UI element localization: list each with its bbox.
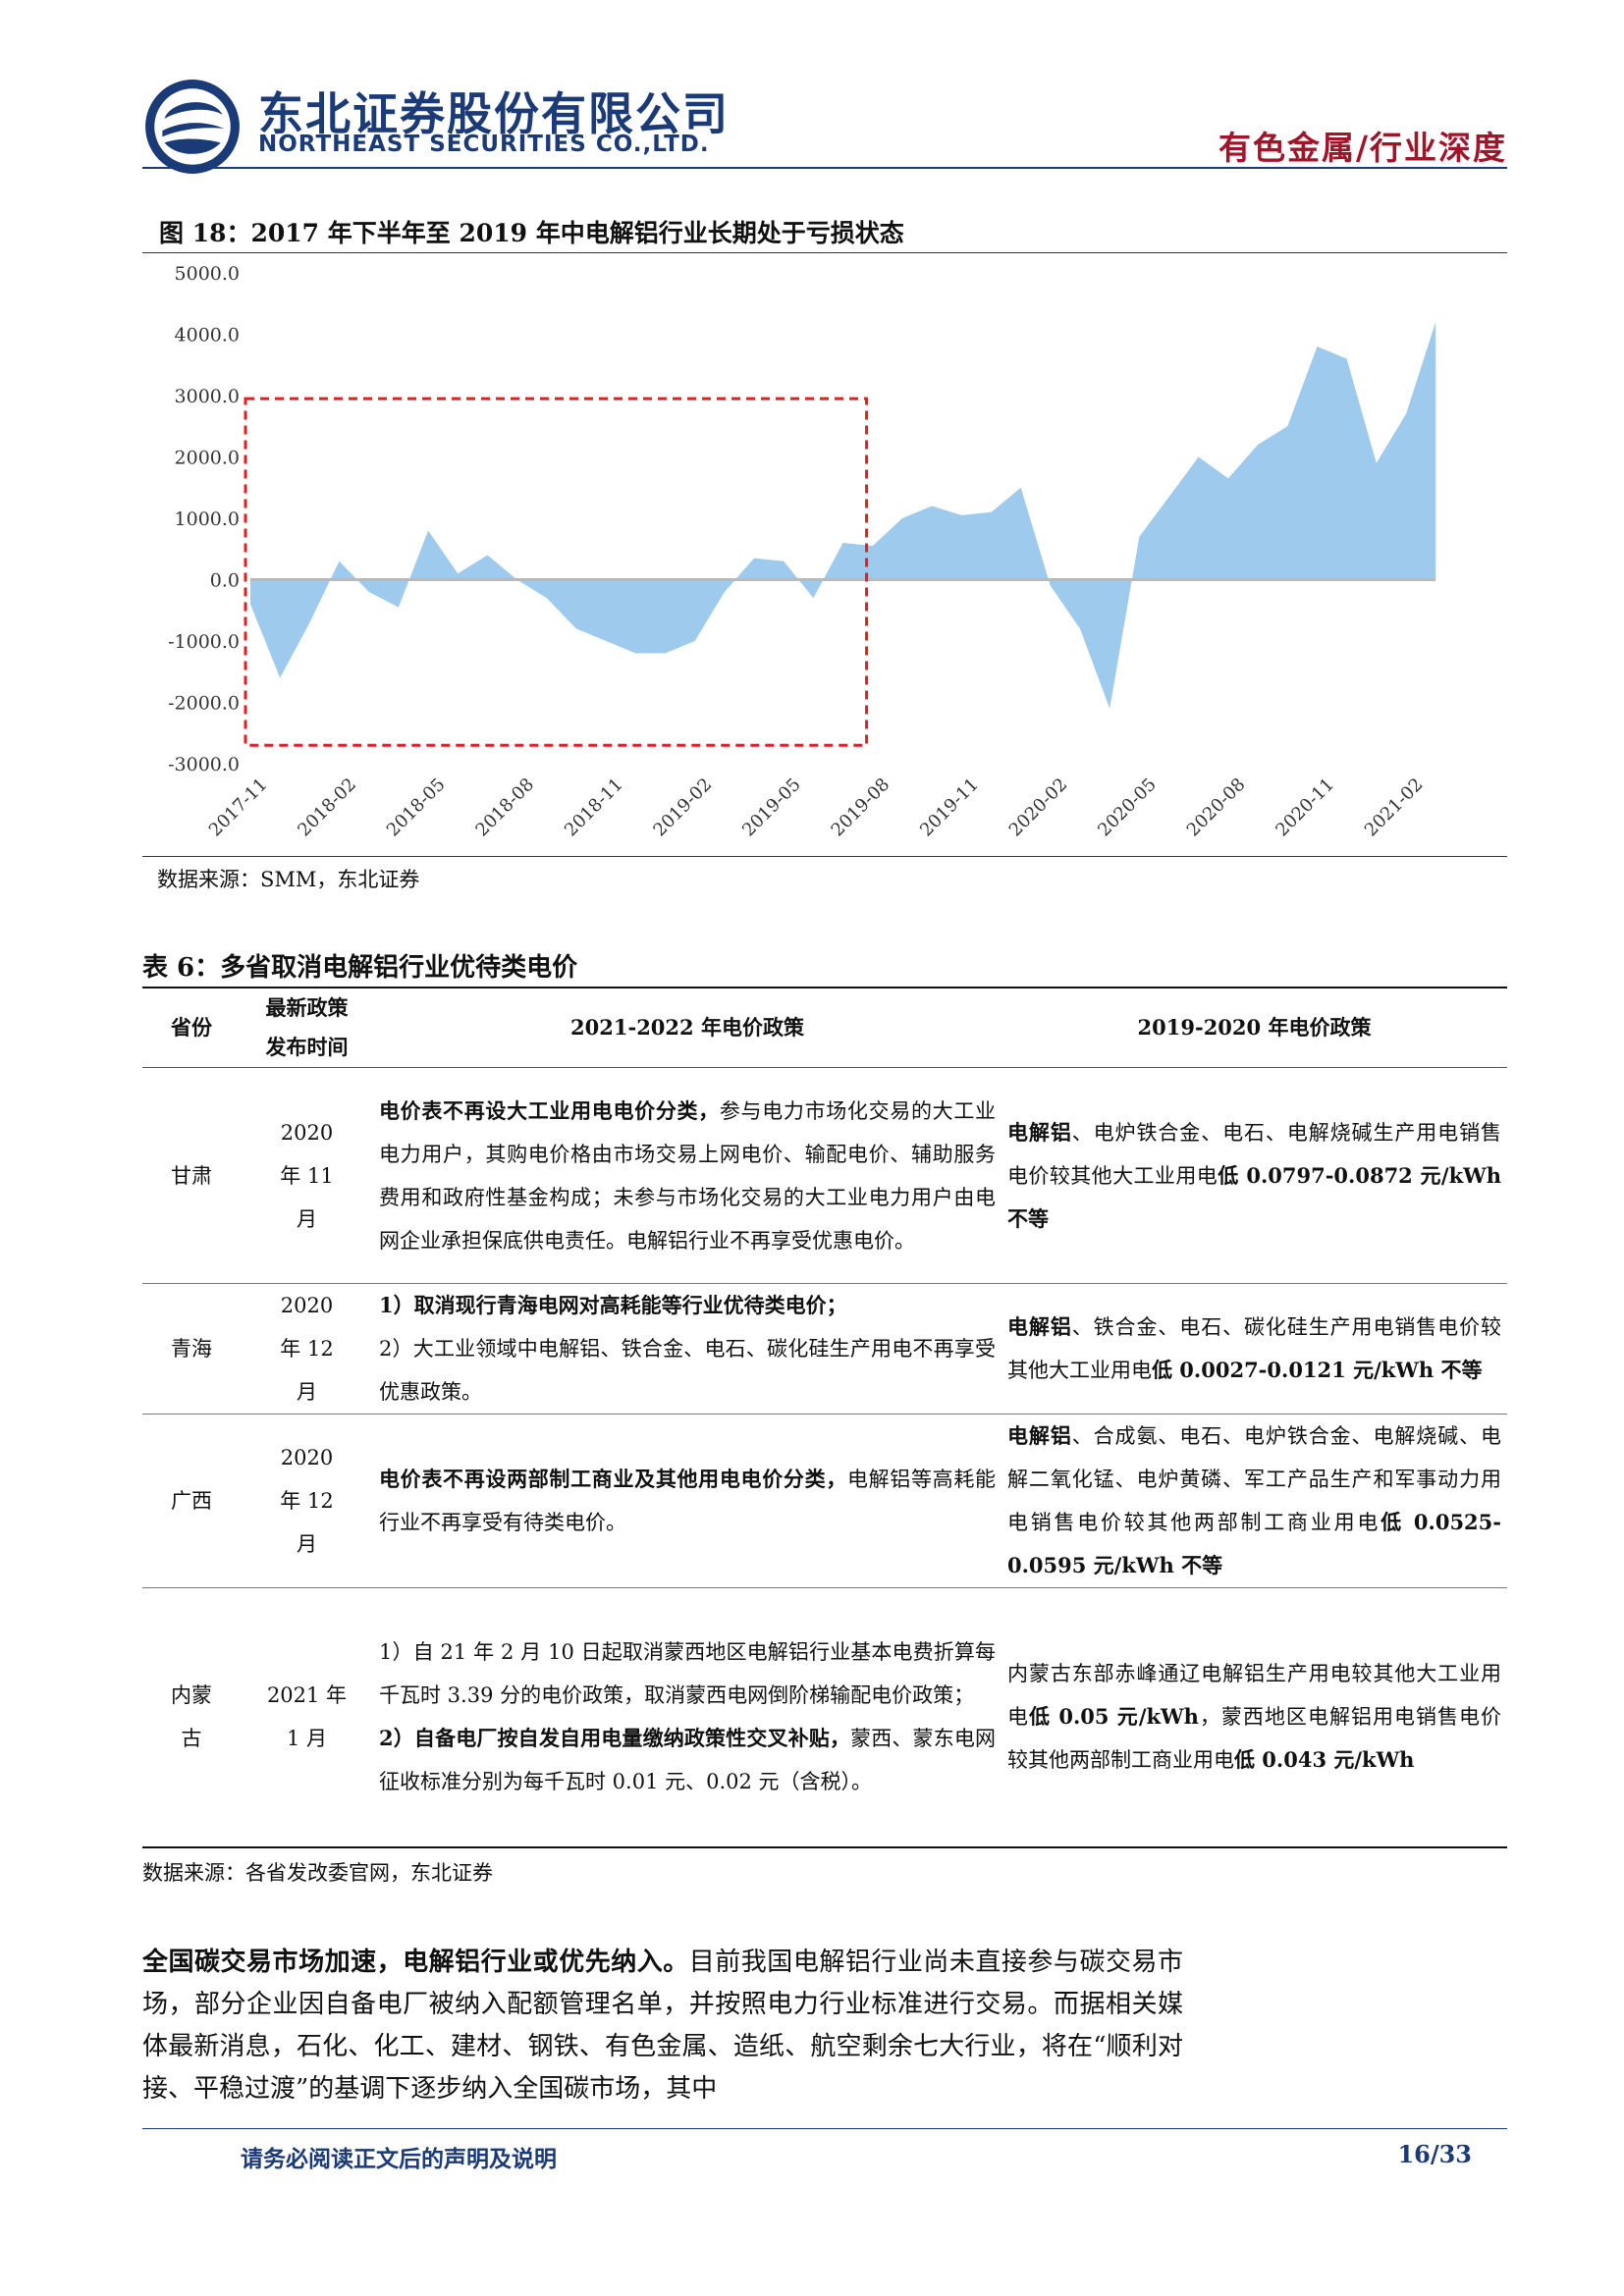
date-cell: 2020 年 12 月	[241, 1414, 373, 1588]
loss-period-box	[244, 397, 869, 747]
policy-bold: 低 0.0797-0.0872 元/kWh 不等	[1007, 1162, 1502, 1231]
figure-title: 图 18：2017 年下半年至 2019 年中电解铝行业长期处于亏损状态	[159, 219, 904, 247]
x-tick-label: 2018-02	[294, 774, 360, 841]
company-name-en: NORTHEAST SECURITIES CO.,LTD.	[258, 132, 710, 157]
x-tick-label: 2018-08	[471, 774, 538, 841]
y-tick-label: 1000.0	[175, 508, 240, 530]
y-tick-label: 0.0	[210, 570, 240, 592]
policy-2019-cell: 内蒙古东部赤峰通辽电解铝生产用电较其他大工业用电低 0.05 元/kWh，蒙西地…	[1001, 1587, 1507, 1848]
policy-bold: 1）取消现行青海电网对高耗能等行业优待类电价；	[379, 1293, 847, 1317]
x-tick-label: 2020-11	[1272, 774, 1338, 841]
policy-text: 内蒙古东部赤峰通辽电解铝生产用电较其他大工业用电	[1007, 1662, 1501, 1730]
policy-text: 2）大工业领域中电解铝、铁合金、电石、碳化硅生产用电不再享受优惠政策。	[379, 1337, 996, 1404]
policy-table: 省份 最新政策发布时间 2021-2022 年电价政策 2019-2020 年电…	[142, 987, 1507, 1848]
policy-bold: 电价表不再设两部制工商业及其他用电电价分类，	[379, 1467, 847, 1491]
policy-text: 参与电力市场化交易的大工业电力用户，其购电价格由市场交易上网电价、输配电价、辅助…	[379, 1098, 997, 1253]
policy-2019-cell: 电解铝、合成氨、电石、电炉铁合金、电解烧碱、电解二氧化锰、电炉黄磷、军工产品生产…	[1001, 1414, 1507, 1588]
table-row: 甘肃 2020 年 11 月 电价表不再设大工业用电电价分类，参与电力市场化交易…	[142, 1067, 1507, 1284]
province-cell: 广西	[142, 1414, 241, 1588]
section-label: 有色金属/行业深度	[1218, 129, 1507, 167]
policy-2021-cell: 1）取消现行青海电网对高耗能等行业优待类电价； 2）大工业领域中电解铝、铁合金、电…	[373, 1283, 1001, 1415]
x-tick-label: 2019-11	[916, 774, 983, 841]
x-tick-label: 2020-08	[1183, 774, 1250, 841]
figure-bottom-rule	[142, 856, 1507, 857]
date-cell: 2020 年 12 月	[241, 1283, 373, 1415]
footer-divider	[142, 2128, 1507, 2129]
policy-text: 电解铝等高耗能行业不再享受有待类电价。	[379, 1468, 997, 1534]
header-policy-2019: 2019-2020 年电价政策	[1001, 987, 1507, 1068]
province-cell: 甘肃	[142, 1067, 241, 1284]
table-source: 数据来源：各省发改委官网，东北证券	[142, 1861, 493, 1885]
y-tick-label: 2000.0	[175, 448, 240, 469]
y-tick-label: -3000.0	[168, 754, 240, 775]
company-logo-icon	[145, 80, 240, 174]
policy-bold: 低 0.05 元/kWh	[1029, 1704, 1199, 1730]
policy-2019-cell: 电解铝、电炉铁合金、电石、电解烧碱生产用电销售电价较其他大工业用电低 0.079…	[1001, 1067, 1507, 1284]
page-number: 16/33	[1397, 2140, 1472, 2168]
y-tick-label: -1000.0	[168, 631, 240, 653]
x-tick-label: 2018-11	[561, 774, 627, 841]
policy-bold: 电解铝	[1007, 1314, 1072, 1339]
x-tick-label: 2018-05	[383, 774, 450, 841]
y-tick-label: -2000.0	[168, 693, 240, 715]
policy-2019-cell: 电解铝、铁合金、电石、碳化硅生产用电销售电价较其他大工业用电低 0.0027-0…	[1001, 1283, 1507, 1415]
figure-top-rule	[142, 252, 1507, 253]
footer-disclaimer: 请务必阅读正文后的声明及说明	[241, 2147, 557, 2172]
policy-text: 、铁合金、电石、碳化硅生产用电销售电价较其他大工业用电	[1007, 1315, 1502, 1382]
policy-text: ，蒙西地区电解铝用电销售电价较其他两部制工商业用电	[1007, 1705, 1502, 1773]
profit-chart: 5000.0 4000.0 3000.0 2000.0 1000.0 0.0 -1000.0…	[168, 263, 1436, 841]
y-tick-label: 5000.0	[175, 263, 240, 285]
x-tick-label: 2020-02	[1005, 774, 1072, 841]
table-row: 青海 2020 年 12 月 1）取消现行青海电网对高耗能等行业优待类电价； 2）…	[142, 1283, 1507, 1415]
table-title: 表 6：多省取消电解铝行业优待类电价	[142, 953, 578, 983]
chart-container: 5000.0 4000.0 3000.0 2000.0 1000.0 0.0 -1000.0…	[137, 253, 1512, 854]
table-header-row: 省份 最新政策发布时间 2021-2022 年电价政策 2019-2020 年电…	[142, 987, 1507, 1068]
policy-text: 、合成氨、电石、电炉铁合金、电解烧碱、电解二氧化锰、电炉黄磷、军工产品生产和军事…	[1007, 1424, 1502, 1534]
table-row: 广西 2020 年 12 月 电价表不再设两部制工商业及其他用电电价分类，电解铝…	[142, 1414, 1507, 1588]
paragraph-text: 目前我国电解铝行业尚未直接参与碳交易市场，部分企业因自备电厂被纳入配额管理名单，…	[142, 1948, 1183, 2104]
policy-bold: 低 0.043 元/kWh	[1234, 1747, 1415, 1773]
policy-bold: 2）自备电厂按自发自用电量缴纳政策性交叉补贴，	[379, 1726, 851, 1751]
province-cell: 内蒙古	[142, 1587, 241, 1848]
policy-bold: 电价表不再设大工业用电电价分类，	[379, 1097, 720, 1123]
policy-bold: 电解铝	[1007, 1119, 1072, 1145]
header-province: 省份	[142, 987, 241, 1068]
x-tick-label: 2019-02	[649, 774, 716, 841]
policy-2021-cell: 电价表不再设大工业用电电价分类，参与电力市场化交易的大工业电力用户，其购电价格由…	[373, 1067, 1001, 1284]
x-tick-label: 2020-05	[1094, 774, 1161, 841]
policy-bold: 低 0.0027-0.0121 元/kWh 不等	[1152, 1358, 1483, 1382]
date-cell: 2021 年 1 月	[241, 1587, 373, 1848]
y-tick-label: 4000.0	[175, 325, 240, 347]
body-paragraph: 全国碳交易市场加速，电解铝行业或优先纳入。目前我国电解铝行业尚未直接参与碳交易市…	[142, 1942, 1183, 2110]
x-tick-label: 2017-11	[205, 774, 272, 841]
company-name-cn: 东北证券股份有限公司	[258, 87, 730, 140]
page-header: 东北证券股份有限公司 NORTHEAST SECURITIES CO.,LTD.…	[142, 69, 1507, 177]
table-row: 内蒙古 2021 年 1 月 1）自 21 年 2 月 10 日起取消蒙西地区电…	[142, 1587, 1507, 1848]
policy-2021-cell: 1）自 21 年 2 月 10 日起取消蒙西地区电解铝行业基本电费折算每千瓦时 …	[373, 1587, 1001, 1848]
figure-source: 数据来源：SMM，东北证券	[157, 868, 420, 891]
policy-bold: 电解铝	[1007, 1423, 1072, 1448]
header-policy-2021: 2021-2022 年电价政策	[373, 987, 1001, 1068]
area-series	[250, 322, 1436, 709]
policy-bold: 低 0.0525-0.0595 元/kWh 不等	[1007, 1510, 1502, 1577]
header-divider	[142, 167, 1507, 169]
province-cell: 青海	[142, 1283, 241, 1415]
policy-text: 蒙西、蒙东电网征收标准分别为每千瓦时 0.01 元、0.02 元（含税）。	[379, 1727, 996, 1794]
x-tick-label: 2021-02	[1361, 774, 1428, 841]
policy-text: 、电炉铁合金、电石、电解烧碱生产用电销售电价较其他大工业用电	[1007, 1120, 1502, 1188]
y-tick-label: 3000.0	[175, 386, 240, 407]
header-date: 最新政策发布时间	[241, 987, 373, 1068]
paragraph-lead: 全国碳交易市场加速，电解铝行业或优先纳入。	[142, 1948, 689, 1977]
policy-2021-cell: 电价表不再设两部制工商业及其他用电电价分类，电解铝等高耗能行业不再享受有待类电价…	[373, 1414, 1001, 1588]
policy-text: 1）自 21 年 2 月 10 日起取消蒙西地区电解铝行业基本电费折算每千瓦时 …	[379, 1640, 996, 1708]
x-tick-label: 2019-08	[828, 774, 894, 841]
date-cell: 2020 年 11 月	[241, 1067, 373, 1284]
x-tick-label: 2019-05	[738, 774, 805, 841]
